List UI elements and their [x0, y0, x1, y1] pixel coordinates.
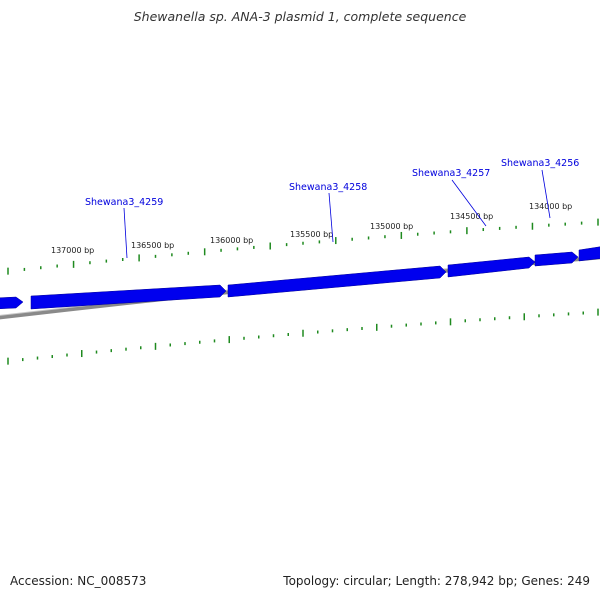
scale-label: 134500 bp	[450, 212, 493, 221]
scale-label: 135500 bp	[290, 230, 333, 239]
gene-arrow[interactable]	[30, 284, 227, 310]
scale-label: 136500 bp	[131, 241, 174, 250]
gene-track	[0, 246, 600, 310]
map-title: Shewanella sp. ANA-3 plasmid 1, complete…	[133, 9, 467, 24]
gene-label[interactable]: Shewana3_4258	[289, 182, 367, 193]
outer-scale-ticks	[7, 218, 599, 275]
gene-label[interactable]: Shewana3_4256	[501, 158, 579, 169]
gene-leader-line	[328, 192, 334, 243]
gene-leader-line	[123, 207, 128, 259]
gene-arrow[interactable]	[0, 296, 24, 310]
gene-arrow[interactable]	[578, 246, 600, 262]
gene-leader-line	[541, 169, 551, 219]
gene-arrow[interactable]	[534, 251, 579, 267]
scale-labels: 137000 bp 136500 bp 136000 bp 135500 bp …	[51, 202, 572, 255]
scale-label: 136000 bp	[210, 236, 253, 245]
gene-label[interactable]: Shewana3_4259	[85, 197, 163, 208]
gene-arrow[interactable]	[447, 256, 536, 278]
gene-arrow[interactable]	[227, 265, 447, 298]
inner-scale-ticks	[7, 308, 599, 365]
gene-labels: Shewana3_4259 Shewana3_4258 Shewana3_425…	[85, 158, 579, 208]
gene-leader-lines	[123, 169, 551, 259]
scale-label: 137000 bp	[51, 246, 94, 255]
accession-text: Accession: NC_008573	[10, 574, 147, 588]
scale-label: 134000 bp	[529, 202, 572, 211]
gene-label[interactable]: Shewana3_4257	[412, 168, 490, 179]
topology-summary-text: Topology: circular; Length: 278,942 bp; …	[283, 574, 590, 588]
scale-label: 135000 bp	[370, 222, 413, 231]
gene-leader-line	[451, 179, 487, 227]
